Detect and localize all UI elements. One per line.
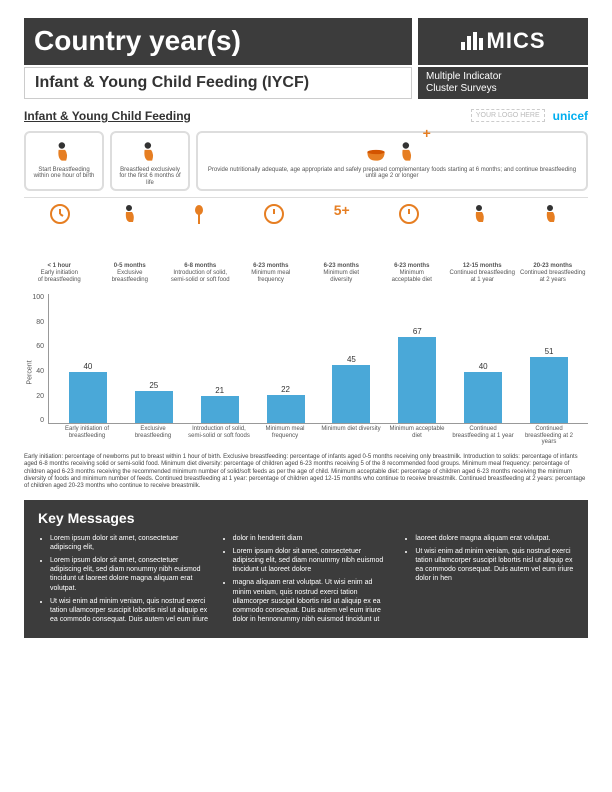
key-messages-title: Key Messages (38, 510, 574, 526)
country-title-box: Country year(s) (24, 18, 412, 65)
bar: 51 (516, 294, 582, 423)
x-label: Continued breastfeeding at 2 years (516, 424, 582, 444)
key-message-item: Ut wisi enim ad minim veniam, quis nostr… (415, 547, 574, 583)
definitions-text: Early initiation: percentage of newborns… (24, 454, 588, 490)
section-title: Infant & Young Child Feeding (IYCF) (24, 67, 412, 99)
timeline: 5+ (24, 197, 588, 257)
bar: 40 (55, 294, 121, 423)
logo-placeholder: YOUR LOGO HERE (471, 109, 545, 122)
x-axis-labels: Early initiation of breastfeedingExclusi… (48, 424, 588, 444)
x-label: Early initiation of breastfeeding (54, 424, 120, 444)
bar: 67 (384, 294, 450, 423)
y-axis: 100806040200 (24, 294, 44, 424)
breastfeed-icon (395, 139, 421, 165)
spoon-icon (191, 202, 215, 226)
key-col-3: laoreet dolore magna aliquam erat volutp… (403, 534, 574, 628)
x-label: Continued breastfeeding at 1 year (450, 424, 516, 444)
breastfeed-icon (469, 202, 493, 226)
indicator-col: 6-23 monthsMinimum mealfrequency (236, 263, 307, 285)
key-col-1: Lorem ipsum dolor sit amet, consectetuer… (38, 534, 209, 628)
x-label: Minimum diet diversity (318, 424, 384, 444)
section-label: Infant & Young Child Feeding (24, 109, 191, 123)
unicef-logo: unicef (553, 109, 588, 123)
bar: 25 (121, 294, 187, 423)
five-icon: 5+ (334, 202, 350, 226)
key-message-item: Lorem ipsum dolor sit amet, consectetuer… (50, 534, 209, 552)
key-message-item: laoreet dolore magna aliquam erat volutp… (415, 534, 574, 543)
bar: 45 (319, 294, 385, 423)
indicator-col: 0-5 monthsExclusivebreastfeeding (95, 263, 166, 285)
bar: 22 (253, 294, 319, 423)
iycf-bar-chart: Percent 100806040200 4025212245674051 Ea… (48, 294, 588, 444)
x-label: Minimum acceptable diet (384, 424, 450, 444)
breastfeed-icon (137, 139, 163, 165)
key-messages-box: Key Messages Lorem ipsum dolor sit amet,… (24, 500, 588, 638)
x-label: Exclusive breastfeeding (120, 424, 186, 444)
indicator-col: < 1 hourEarly initiationof breastfeeding (24, 263, 95, 285)
plus-icon: + (423, 125, 431, 141)
stage-brackets: Start Breastfeeding within one hour of b… (24, 131, 588, 191)
breastfeed-icon (51, 139, 77, 165)
indicator-labels: < 1 hourEarly initiationof breastfeeding… (24, 263, 588, 285)
plot-area: 4025212245674051 (48, 294, 588, 424)
x-label: Introduction of solid, semi-solid or sof… (186, 424, 252, 444)
breastfeed-icon (540, 202, 564, 226)
key-message-item: magna aliquam erat volutpat. Ut wisi eni… (233, 578, 392, 623)
clock-icon (397, 202, 421, 226)
partner-logos: YOUR LOGO HERE unicef (471, 109, 588, 123)
mics-bars-icon (461, 32, 483, 50)
indicator-col: 12-15 monthsContinued breastfeedingat 1 … (447, 263, 518, 285)
x-label: Minimum meal frequency (252, 424, 318, 444)
stage-3: + Provide nutritionally adequate, age ap… (196, 131, 588, 191)
key-message-item: Ut wisi enim ad minim veniam, quis nostr… (50, 597, 209, 624)
breastfeed-icon (119, 202, 143, 226)
mics-label: MICS (487, 28, 546, 54)
clock-icon (262, 202, 286, 226)
bar: 21 (187, 294, 253, 423)
stage-1: Start Breastfeeding within one hour of b… (24, 131, 104, 191)
bar: 40 (450, 294, 516, 423)
key-col-2: dolor in hendrerit diam Lorem ipsum dolor… (221, 534, 392, 628)
bowl-icon (363, 139, 389, 165)
key-message-item: dolor in hendrerit diam (233, 534, 392, 543)
key-message-item: Lorem ipsum dolor sit amet, consectetuer… (50, 556, 209, 592)
indicator-col: 6-8 monthsIntroduction of solid,semi-sol… (165, 263, 236, 285)
clock-icon (48, 202, 72, 226)
stage-2: Breastfeed exclusively for the first 6 m… (110, 131, 190, 191)
mics-subtitle: Multiple Indicator Cluster Surveys (418, 67, 588, 99)
indicator-col: 6-23 monthsMinimumacceptable diet (377, 263, 448, 285)
country-title: Country year(s) (34, 26, 402, 57)
key-message-item: Lorem ipsum dolor sit amet, consectetuer… (233, 547, 392, 574)
indicator-col: 6-23 monthsMinimum dietdiversity (306, 263, 377, 285)
mics-logo: MICS (418, 18, 588, 65)
indicator-col: 20-23 monthsContinued breastfeedingat 2 … (518, 263, 589, 285)
